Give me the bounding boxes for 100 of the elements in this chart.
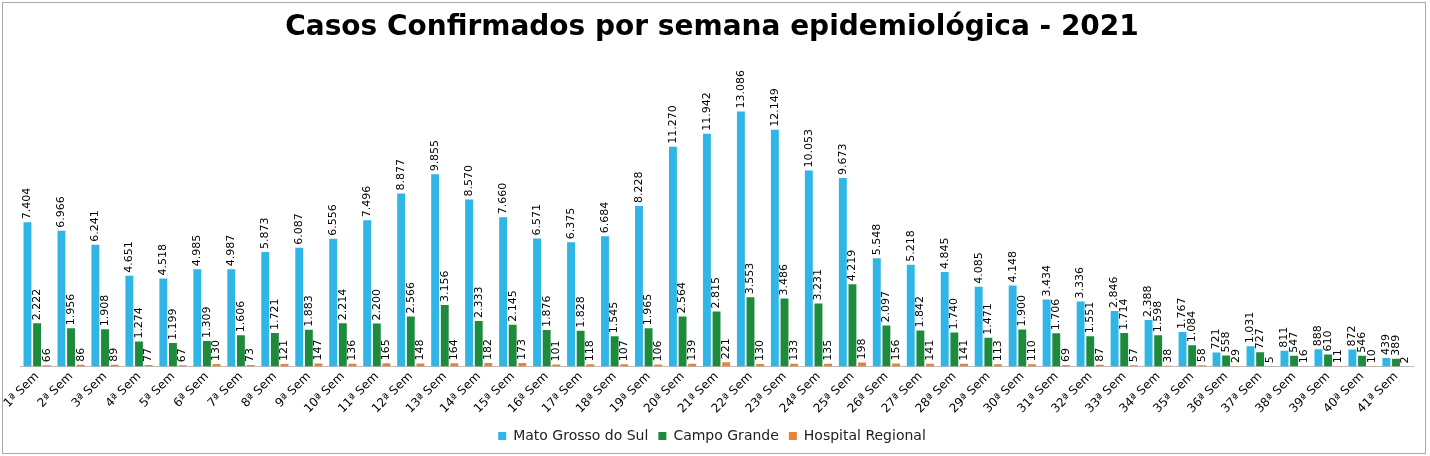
data-label: 57: [1126, 348, 1140, 363]
data-label: 135: [820, 339, 834, 361]
data-label: 2.200: [369, 289, 383, 321]
data-label: 9.673: [835, 143, 849, 175]
bar: [702, 133, 711, 367]
bar: [1027, 364, 1036, 367]
data-label: 3.553: [743, 262, 757, 295]
data-label: 11.270: [665, 105, 679, 144]
bar: [135, 341, 143, 367]
bar: [397, 193, 406, 367]
data-label: 221: [719, 338, 733, 360]
bar: [338, 323, 347, 367]
data-label: 389: [1388, 334, 1402, 356]
data-label: 86: [73, 347, 87, 362]
bar: [644, 328, 653, 367]
data-label: 7.404: [20, 187, 34, 220]
data-label: 147: [311, 339, 325, 361]
bar: [804, 170, 813, 367]
bar: [1052, 333, 1061, 367]
bar: [1392, 358, 1400, 367]
bar: [601, 236, 609, 367]
data-label: 4.518: [156, 243, 170, 276]
bar: [236, 335, 245, 367]
data-label: 3.434: [1039, 265, 1053, 297]
chart-title: Casos Confirmados por semana epidemiológica - 2021: [285, 9, 1139, 43]
bar: [202, 340, 211, 367]
data-label: 118: [583, 340, 597, 362]
bar: [363, 220, 372, 367]
data-label: 8.570: [461, 164, 475, 197]
data-label: 6.966: [54, 196, 68, 228]
data-label: 9.855: [427, 139, 441, 172]
data-label: 8.228: [631, 171, 645, 204]
bar: [261, 251, 270, 367]
data-label: 136: [345, 339, 359, 361]
data-label: 1.842: [913, 296, 927, 328]
data-label: 2.564: [675, 281, 689, 314]
bar: [1290, 355, 1299, 367]
data-label: 12.149: [767, 88, 781, 127]
data-label: 2: [1398, 356, 1412, 364]
data-label: 38: [1160, 348, 1174, 363]
bar: [91, 244, 100, 367]
data-label: 4.219: [845, 249, 859, 282]
data-label: 3.231: [811, 268, 825, 301]
data-label: 2.097: [879, 291, 893, 323]
data-label: 141: [956, 339, 970, 361]
bar: [1222, 355, 1231, 367]
bar: [33, 323, 42, 367]
data-label: 1.876: [539, 295, 553, 327]
bar: [304, 329, 313, 367]
bar: [736, 111, 745, 367]
bar: [450, 363, 459, 367]
data-label: 7.496: [360, 185, 374, 218]
data-label: 130: [209, 339, 223, 361]
data-label: 11.942: [699, 92, 713, 131]
data-label: 4.085: [971, 252, 985, 284]
data-label: 73: [243, 348, 257, 363]
data-label: 182: [481, 338, 495, 360]
data-label: 1.828: [573, 296, 587, 328]
bar: [872, 258, 881, 367]
bar: [848, 284, 857, 367]
bar: [465, 199, 474, 367]
bar: [1042, 299, 1051, 367]
data-label: 11: [1330, 349, 1344, 364]
data-label: 87: [1092, 347, 1106, 362]
data-label: 58: [1194, 348, 1208, 363]
data-label: 3.336: [1073, 266, 1087, 299]
data-label: 1.900: [1015, 294, 1029, 327]
bar: [1324, 354, 1333, 367]
bar: [950, 332, 959, 367]
bar: [440, 304, 449, 367]
data-label: 164: [447, 339, 461, 361]
bar: [576, 330, 585, 367]
data-label: 2.333: [471, 286, 485, 318]
data-label: 133: [786, 339, 800, 361]
data-label: 6.684: [597, 201, 611, 234]
data-label: 69: [1058, 348, 1072, 363]
bar: [474, 320, 483, 367]
data-label: 139: [685, 339, 699, 361]
bar: [1256, 352, 1265, 367]
bar: [1144, 319, 1153, 367]
data-label: 6.556: [326, 204, 340, 236]
data-label: 173: [515, 339, 529, 361]
bar: [101, 329, 109, 367]
bar: [984, 337, 993, 367]
data-label: 148: [413, 339, 427, 361]
data-label: 1.721: [267, 298, 281, 330]
data-label: 8.877: [394, 158, 408, 191]
data-label: 4.987: [224, 234, 238, 267]
bar: [406, 316, 415, 367]
bar: [974, 286, 983, 367]
bar: [1018, 329, 1027, 367]
data-label: 2.566: [403, 281, 417, 314]
bar: [542, 329, 551, 367]
data-label: 6.375: [563, 207, 577, 240]
data-label: 6.087: [292, 213, 306, 245]
data-label: 1.740: [947, 298, 961, 330]
bar: [838, 177, 847, 367]
data-label: 67: [175, 348, 189, 363]
bar: [159, 278, 168, 367]
data-label: 1.883: [301, 295, 315, 327]
